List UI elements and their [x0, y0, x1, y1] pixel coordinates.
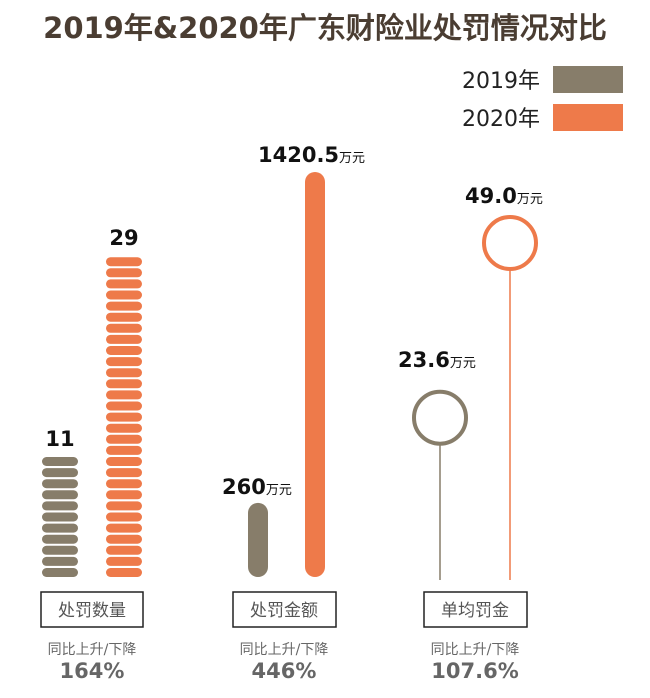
category-average: 单均罚金 同比上升/下降 107.6% [423, 591, 528, 683]
count-pill-2020 [106, 445, 142, 455]
count-pill-2020 [106, 468, 142, 478]
change-label: 同比上升/下降 [48, 642, 137, 658]
count-pill-2020 [106, 423, 142, 433]
change-label: 同比上升/下降 [431, 642, 520, 658]
count-pill-2020 [106, 279, 142, 289]
legend: 2019年 2020年 [462, 66, 623, 132]
count-pill-2020 [106, 390, 142, 400]
value-label-avg-2020: 49.0万元 [465, 184, 543, 208]
count-pill-2019 [42, 490, 78, 500]
count-pill-2020 [106, 368, 142, 378]
count-pill-2020 [106, 501, 142, 511]
legend-label-2020: 2020年 [462, 107, 540, 132]
count-pill-2020 [106, 357, 142, 367]
count-pill-2019 [42, 523, 78, 533]
value-label-amount-2019: 260万元 [222, 475, 292, 499]
avg-circle-2020 [482, 215, 538, 271]
value-label-count-2020: 29 [109, 226, 138, 250]
count-pill-2020 [106, 568, 142, 577]
count-pill-2019 [42, 545, 78, 555]
count-pill-2020 [106, 312, 142, 322]
count-pill-2020 [106, 479, 142, 489]
chart-title: 2019年&2020年广东财险业处罚情况对比 [43, 11, 607, 45]
amount-bar-2019 [248, 502, 268, 577]
count-pill-2019 [42, 556, 78, 566]
legend-label-2019: 2019年 [462, 69, 540, 94]
count-pill-2020 [106, 334, 142, 344]
avg-circle-2019 [412, 389, 468, 446]
count-pill-2020 [106, 290, 142, 300]
count-pill-2020 [106, 534, 142, 544]
count-pill-2020 [106, 545, 142, 555]
value-label-amount-2020: 1420.5万元 [258, 143, 365, 167]
count-pill-2020 [106, 434, 142, 444]
category-box [423, 591, 528, 628]
count-pill-2020 [106, 379, 142, 389]
category-count: 处罚数量 同比上升/下降 164% [40, 591, 144, 683]
count-pill-2020 [106, 346, 142, 355]
count-pill-2020 [106, 268, 142, 278]
category-box [40, 591, 144, 628]
category-label: 单均罚金 [441, 601, 509, 621]
value-label-count-2019: 11 [45, 427, 74, 451]
category-label: 处罚金额 [250, 601, 318, 621]
count-pill-2020 [106, 512, 142, 522]
change-label: 同比上升/下降 [240, 642, 329, 658]
count-pill-2019 [42, 457, 78, 466]
count-pill-2020 [106, 401, 142, 411]
count-pill-2019 [42, 512, 78, 522]
change-value: 446% [252, 659, 317, 683]
count-pill-2019 [42, 568, 78, 577]
count-pill-2020 [106, 257, 142, 267]
change-value: 107.6% [431, 659, 518, 683]
count-pill-2019 [42, 479, 78, 489]
count-pill-2020 [106, 301, 142, 311]
count-pill-2020 [106, 457, 142, 466]
value-label-avg-2019: 23.6万元 [398, 348, 476, 372]
count-pill-2020 [106, 523, 142, 533]
count-pill-2020 [106, 412, 142, 422]
count-pill-2019 [42, 468, 78, 478]
category-label: 处罚数量 [58, 601, 126, 621]
legend-swatch-2020 [553, 104, 623, 131]
count-pill-2019 [42, 501, 78, 511]
count-pill-2019 [42, 534, 78, 544]
count-pill-2020 [106, 323, 142, 333]
amount-bar-2020 [305, 172, 325, 577]
count-pill-2020 [106, 490, 142, 500]
legend-swatch-2019 [553, 66, 623, 93]
category-box [232, 591, 337, 628]
count-pill-2020 [106, 556, 142, 566]
change-value: 164% [60, 659, 125, 683]
category-amount: 处罚金额 同比上升/下降 446% [232, 591, 337, 683]
